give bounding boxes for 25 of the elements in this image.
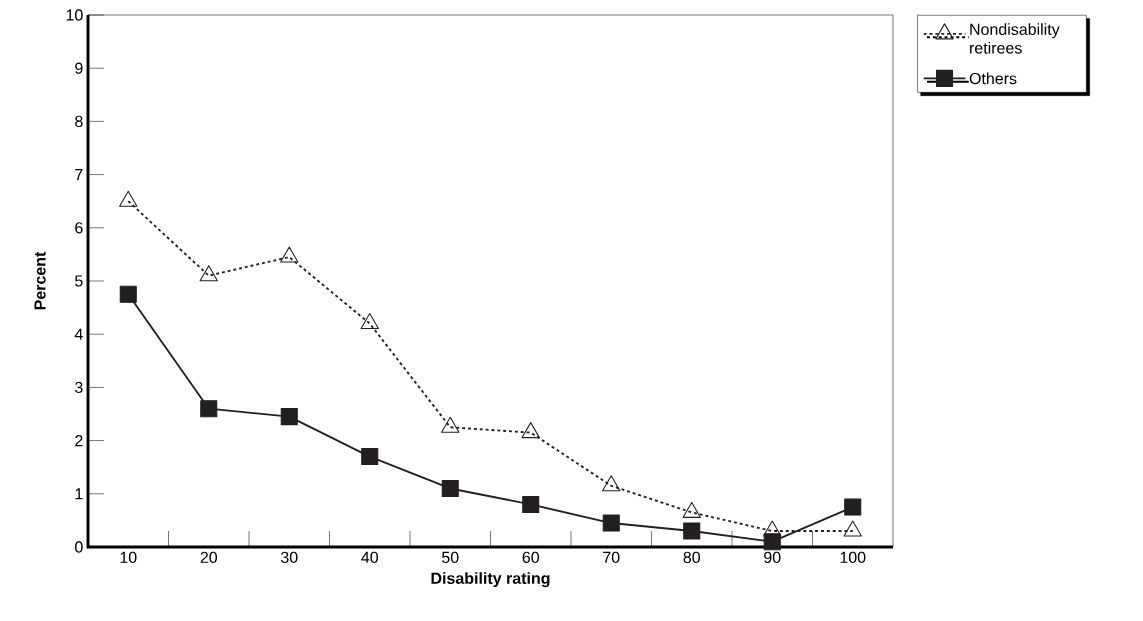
y-tick-label: 7 <box>75 169 83 181</box>
y-tick-label: 2 <box>75 435 83 447</box>
legend-label: Nondisability retirees <box>970 23 1060 54</box>
x-tick-label: 30 <box>280 551 298 564</box>
x-tick-label: 10 <box>120 551 137 564</box>
x-tick-label: 50 <box>442 551 459 564</box>
y-tick-label: 6 <box>75 222 83 234</box>
x-tick-label: 20 <box>200 551 218 564</box>
y-tick-label: 5 <box>75 275 83 287</box>
y-axis-title: Percent <box>34 251 46 310</box>
x-tick-label: 70 <box>603 551 620 564</box>
legend-label: Others <box>969 72 1017 85</box>
x-axis-title: Disability rating <box>431 572 550 588</box>
y-tick-label: 1 <box>75 488 83 500</box>
y-tick-label: 10 <box>66 9 83 21</box>
y-tick-label: 9 <box>75 62 83 74</box>
x-tick-label: 80 <box>683 551 701 564</box>
x-tick-label: 90 <box>764 551 781 564</box>
x-tick-label: 60 <box>522 551 540 564</box>
y-tick-label: 4 <box>74 328 83 340</box>
y-tick-label: 8 <box>75 115 83 128</box>
y-tick-label: 0 <box>75 541 83 553</box>
y-tick-label: 3 <box>75 381 83 394</box>
x-tick-label: 100 <box>840 551 866 564</box>
x-tick-label: 40 <box>361 551 379 564</box>
